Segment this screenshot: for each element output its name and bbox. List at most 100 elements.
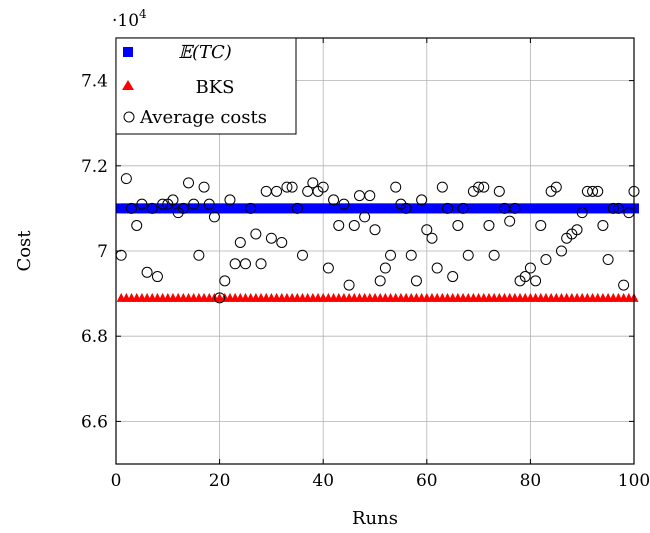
average-cost-point [416,194,428,206]
legend-square-marker [123,47,133,57]
average-cost-point [120,173,132,185]
y-tick-label: 6.6 [81,412,108,432]
average-cost-point [276,236,288,248]
average-cost-point [348,219,360,231]
average-cost-point [281,181,293,193]
y-scale-label: ·104 [112,7,147,31]
average-cost-point [208,211,220,223]
average-cost-point [250,228,262,240]
tc-point [266,203,277,214]
tc-point [530,203,541,214]
tc-point [245,203,256,214]
average-cost-point [234,236,246,248]
tc-point [256,203,267,214]
average-cost-point [265,232,277,244]
x-axis-label: Runs [352,508,398,529]
average-cost-point [364,190,376,202]
tc-point [509,203,520,214]
x-ticks: 0 20 40 60 80 100 [111,38,650,491]
tc-point [426,203,437,214]
tc-point [157,203,168,214]
average-cost-point [587,185,599,197]
average-cost-point [188,198,200,210]
average-cost-point [369,224,381,236]
average-cost-point [291,202,303,214]
average-cost-point [618,279,630,291]
average-cost-point [431,262,443,274]
average-cost-point [400,202,412,214]
series-tc [116,203,639,214]
x-tick-label: 0 [111,471,122,491]
average-cost-point [245,202,257,214]
average-cost-point [328,194,340,206]
tc-point [349,203,360,214]
average-cost-point [457,202,469,214]
average-cost-point [519,271,531,283]
tc-point [224,203,235,214]
tc-point [561,203,572,214]
legend: 𝔼(TC) BKS Average costs [115,37,297,135]
average-cost-point [333,219,345,231]
average-cost-point [338,198,350,210]
average-cost-point [229,258,241,270]
legend-circle-marker [123,111,135,123]
average-cost-point [198,181,210,193]
tc-point [338,203,349,214]
average-cost-point [524,262,536,274]
average-cost-point [317,181,329,193]
tc-point [333,203,344,214]
average-cost-point [612,202,624,214]
tc-point [390,203,401,214]
tc-point [458,203,469,214]
y-tick-label: 7.2 [81,157,108,177]
tc-point [442,203,453,214]
average-cost-point [141,266,153,278]
average-cost-point [452,219,464,231]
tc-point [540,203,551,214]
tc-point [592,203,603,214]
x-tick-label: 20 [209,471,231,491]
tc-point [302,203,313,214]
tc-point [623,203,634,214]
tc-point [520,203,531,214]
tc-point [375,203,386,214]
average-cost-point [421,224,433,236]
y-tick-label: 7 [97,242,108,262]
tc-point [499,203,510,214]
tc-point [556,203,567,214]
y-ticks: 6.6 6.8 7 7.2 7.4 [81,72,634,432]
average-cost-point [343,279,355,291]
tc-point [126,203,137,214]
average-cost-point [167,194,179,206]
average-cost-point [146,202,158,214]
average-cost-point [177,202,189,214]
tc-point [328,203,339,214]
average-cost-point [447,271,459,283]
average-cost-point [483,219,495,231]
average-cost-point [379,262,391,274]
average-cost-point [462,249,474,261]
tc-point [162,203,173,214]
average-cost-point [126,202,138,214]
tc-point [370,203,380,214]
tc-point [416,203,427,214]
y-tick-label: 6.8 [81,327,108,347]
tc-point [193,203,204,214]
tc-point [188,203,199,214]
tc-point [354,203,365,214]
average-cost-point [576,207,588,219]
tc-point [572,203,583,214]
tc-point [292,203,303,214]
tc-point [281,203,292,214]
tc-point [359,203,370,214]
average-cost-point [597,219,609,231]
tc-point [525,203,536,214]
tc-point [385,203,396,214]
tc-point [344,203,355,214]
average-cost-point [535,219,547,231]
average-cost-point [219,275,231,287]
tc-point [411,203,422,214]
tc-point [204,203,215,214]
average-cost-point [240,258,251,270]
